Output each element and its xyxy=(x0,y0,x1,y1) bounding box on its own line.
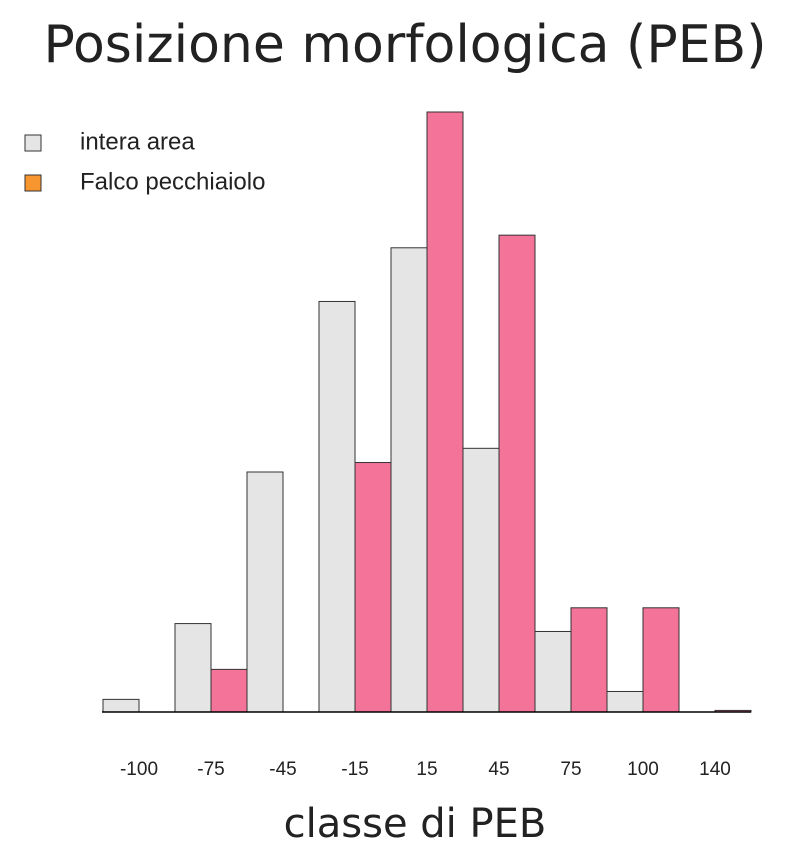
x-tick-label: 100 xyxy=(627,759,659,780)
x-tick-label: -100 xyxy=(120,759,158,780)
legend-label: Falco pecchiaiolo xyxy=(80,168,265,195)
bar xyxy=(498,234,536,713)
bar xyxy=(534,630,572,713)
x-tick-label: 45 xyxy=(488,759,509,780)
x-tick-label: -75 xyxy=(197,759,224,780)
x-tick-label: -45 xyxy=(269,759,296,780)
x-tick-label: 75 xyxy=(560,759,581,780)
bar xyxy=(462,447,500,713)
bar xyxy=(354,462,392,713)
x-tick-label: -15 xyxy=(341,759,368,780)
x-tick-label: 140 xyxy=(699,759,731,780)
bar xyxy=(210,668,248,713)
bar xyxy=(174,623,212,713)
bar xyxy=(318,300,356,713)
x-axis-label: classe di PEB xyxy=(284,801,547,847)
x-tick-label: 15 xyxy=(416,759,437,780)
bar xyxy=(642,607,680,713)
legend-swatch xyxy=(24,174,42,192)
chart-title: Posizione morfologica (PEB) xyxy=(43,15,766,75)
bar xyxy=(102,698,140,713)
bar xyxy=(390,247,428,713)
bar xyxy=(426,111,464,713)
legend-swatch xyxy=(24,134,42,152)
bar xyxy=(570,607,608,713)
bar xyxy=(246,471,284,713)
bar xyxy=(606,690,644,713)
legend-label: intera area xyxy=(80,128,195,155)
